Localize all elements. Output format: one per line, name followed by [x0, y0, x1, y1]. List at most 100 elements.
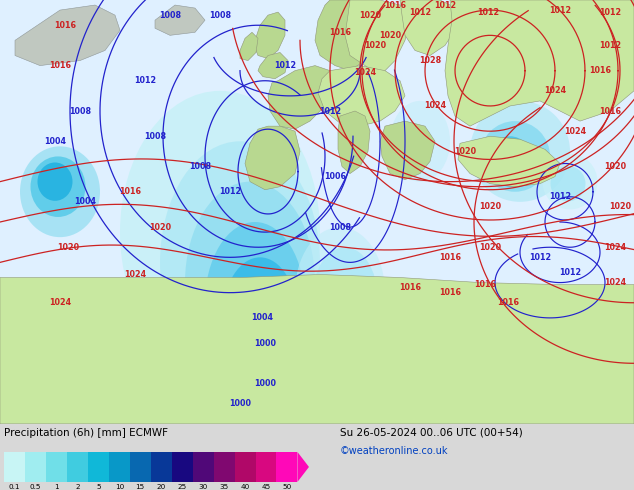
- Text: 50: 50: [282, 484, 292, 490]
- Text: 1016: 1016: [49, 61, 71, 70]
- Text: 1020: 1020: [454, 147, 476, 156]
- Text: 1012: 1012: [134, 76, 156, 85]
- Text: 1028: 1028: [419, 56, 441, 65]
- Ellipse shape: [120, 91, 320, 373]
- Text: 1024: 1024: [124, 270, 146, 279]
- Text: 1016: 1016: [439, 253, 461, 262]
- Text: 1012: 1012: [219, 187, 241, 196]
- Text: 1012: 1012: [274, 61, 296, 70]
- Polygon shape: [380, 121, 435, 180]
- Ellipse shape: [238, 283, 292, 373]
- Bar: [109, 452, 130, 482]
- Text: 1008: 1008: [329, 222, 351, 232]
- Text: 1024: 1024: [564, 127, 586, 136]
- Ellipse shape: [257, 318, 283, 363]
- Ellipse shape: [205, 222, 305, 384]
- Text: 1008: 1008: [189, 162, 211, 171]
- Text: 10: 10: [115, 484, 124, 490]
- Ellipse shape: [249, 302, 287, 368]
- Ellipse shape: [538, 341, 618, 396]
- Ellipse shape: [480, 121, 550, 192]
- Ellipse shape: [550, 166, 586, 201]
- Text: 1020: 1020: [604, 162, 626, 171]
- Text: 45: 45: [261, 484, 271, 490]
- Polygon shape: [155, 5, 205, 35]
- Text: 1006: 1006: [324, 172, 346, 181]
- Polygon shape: [15, 5, 120, 66]
- Bar: [25, 452, 46, 482]
- Ellipse shape: [525, 323, 634, 404]
- Text: 1012: 1012: [599, 41, 621, 50]
- Text: 1020: 1020: [379, 31, 401, 40]
- Ellipse shape: [223, 257, 297, 378]
- Bar: [130, 452, 151, 482]
- Text: 20: 20: [157, 484, 166, 490]
- Text: 1000: 1000: [229, 399, 251, 408]
- Ellipse shape: [295, 227, 385, 358]
- Ellipse shape: [488, 136, 533, 187]
- Text: 5: 5: [96, 484, 101, 490]
- Text: 1024: 1024: [604, 243, 626, 252]
- Bar: [256, 452, 276, 482]
- Text: 1024: 1024: [424, 101, 446, 110]
- Text: 1004: 1004: [44, 137, 66, 146]
- Text: 1: 1: [54, 484, 59, 490]
- Text: 1016: 1016: [474, 280, 496, 289]
- Polygon shape: [345, 0, 410, 75]
- Text: 1012: 1012: [549, 192, 571, 201]
- Ellipse shape: [160, 141, 320, 384]
- Polygon shape: [400, 0, 460, 55]
- Ellipse shape: [185, 182, 315, 384]
- Text: 1016: 1016: [497, 298, 519, 307]
- Polygon shape: [0, 274, 634, 424]
- Polygon shape: [458, 136, 560, 187]
- Bar: [214, 452, 235, 482]
- Text: 1016: 1016: [54, 21, 76, 30]
- Polygon shape: [445, 0, 634, 126]
- Bar: [46, 452, 67, 482]
- Text: 0.1: 0.1: [9, 484, 20, 490]
- Text: 1016: 1016: [399, 283, 421, 292]
- Text: 1016: 1016: [599, 106, 621, 116]
- Text: 1024: 1024: [49, 298, 71, 307]
- Ellipse shape: [390, 101, 450, 182]
- Text: Su 26-05-2024 00..06 UTC (00+54): Su 26-05-2024 00..06 UTC (00+54): [340, 428, 523, 438]
- Bar: [276, 452, 297, 482]
- Text: 30: 30: [198, 484, 208, 490]
- Polygon shape: [240, 32, 258, 61]
- Text: 1000: 1000: [254, 379, 276, 388]
- Text: 1004: 1004: [251, 314, 273, 322]
- Bar: [4, 452, 25, 482]
- Text: 1020: 1020: [149, 222, 171, 232]
- Ellipse shape: [470, 101, 570, 202]
- Text: 1016: 1016: [589, 66, 611, 75]
- Text: 1020: 1020: [57, 243, 79, 252]
- Text: 1020: 1020: [364, 41, 386, 50]
- Text: 1012: 1012: [529, 253, 551, 262]
- Polygon shape: [297, 452, 309, 482]
- Polygon shape: [258, 52, 288, 79]
- Ellipse shape: [313, 247, 377, 348]
- Text: Precipitation (6h) [mm] ECMWF: Precipitation (6h) [mm] ECMWF: [4, 428, 168, 438]
- Text: 1000: 1000: [254, 339, 276, 347]
- Text: 0.5: 0.5: [30, 484, 41, 490]
- Ellipse shape: [20, 147, 100, 237]
- Text: 1016: 1016: [329, 28, 351, 37]
- Text: 1020: 1020: [479, 202, 501, 211]
- Text: 1012: 1012: [434, 0, 456, 9]
- Bar: [193, 452, 214, 482]
- Text: 1008: 1008: [69, 106, 91, 116]
- Bar: [172, 452, 193, 482]
- Text: 1020: 1020: [609, 202, 631, 211]
- Text: 2: 2: [75, 484, 80, 490]
- Text: 25: 25: [178, 484, 187, 490]
- Text: 1012: 1012: [477, 8, 499, 17]
- Text: 1024: 1024: [604, 278, 626, 287]
- Bar: [88, 452, 109, 482]
- Text: 15: 15: [136, 484, 145, 490]
- Text: 1012: 1012: [319, 106, 341, 116]
- Bar: [151, 452, 172, 482]
- Text: 1024: 1024: [544, 86, 566, 96]
- Ellipse shape: [543, 154, 597, 209]
- Text: 40: 40: [240, 484, 250, 490]
